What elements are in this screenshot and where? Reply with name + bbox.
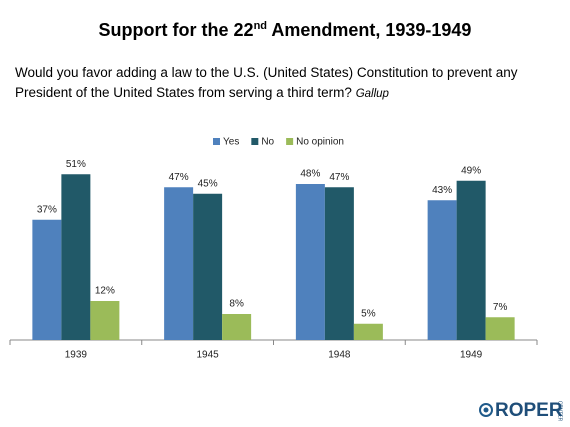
x-tick-label: 1948 [328,350,351,361]
value-label: 5% [361,308,376,319]
logo-icon [479,403,493,417]
source: Gallup [355,88,389,100]
bar [90,301,120,340]
x-tick-label: 1945 [197,350,220,361]
title-text: Support for the 22 [98,20,254,40]
question: Would you favor adding a law to the U.S.… [15,65,518,100]
value-label: 7% [493,302,508,313]
value-label: 51% [66,159,86,170]
value-label: 37% [37,204,57,215]
value-label: 43% [432,185,452,196]
bar [427,200,457,340]
value-label: 48% [300,169,320,180]
subtitle: Would you favor adding a law to the U.S.… [15,63,560,104]
bar [456,180,486,340]
title-superscript: nd [253,20,268,32]
logo-name: ROPER [495,400,563,421]
value-label: 47% [169,172,189,183]
legend-label: No opinion [296,137,344,148]
logo-sub: CENTER [557,401,563,422]
bar [32,219,62,340]
x-tick-label: 1939 [65,350,88,361]
x-tick-label: 1949 [460,350,483,361]
title-text: Amendment, 1939-1949 [267,20,472,40]
bar [353,323,383,340]
legend-label: Yes [223,137,239,148]
value-label: 49% [461,165,481,176]
bar [485,317,515,340]
legend-swatch [286,138,294,145]
legend-swatch [251,138,259,145]
chart-title: Support for the 22nd Amendment, 1939-194… [0,20,570,41]
bar [295,184,325,340]
bar [61,174,91,340]
value-label: 47% [329,172,349,183]
legend-label: No [261,137,274,148]
value-label: 45% [198,178,218,189]
bar [193,193,223,340]
bar [222,314,252,340]
bar [324,187,354,340]
bar [164,187,194,340]
legend-swatch [213,138,220,145]
value-label: 12% [95,286,115,297]
value-label: 8% [229,299,244,310]
